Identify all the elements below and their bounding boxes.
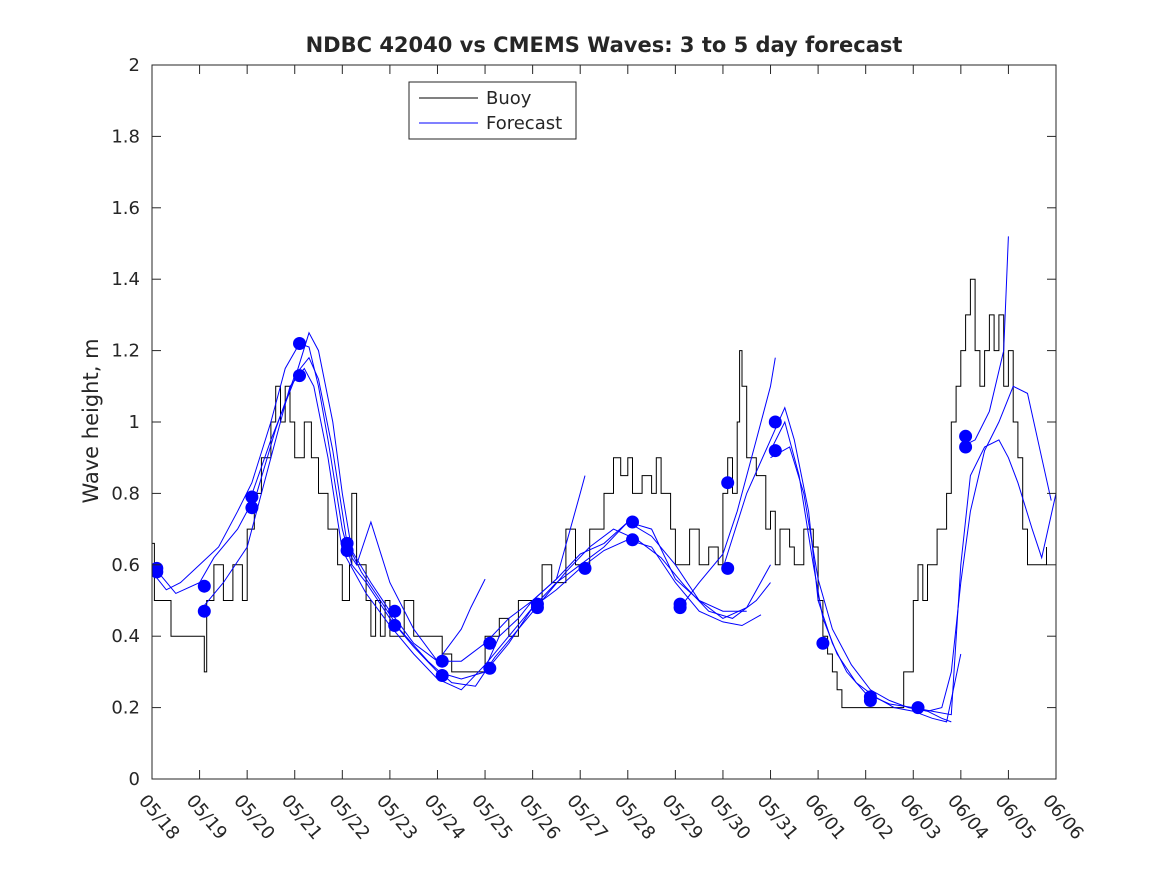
- forecast-marker-12: [388, 619, 402, 632]
- forecast-line-9: [770, 420, 962, 723]
- forecast-marker-4: [197, 604, 211, 618]
- x-tick-label: 05/28: [610, 791, 659, 844]
- y-axis-label: Wave height, m: [79, 338, 103, 503]
- x-tick-label: 05/19: [182, 791, 231, 844]
- x-tick-label: 05/27: [562, 791, 611, 844]
- forecast-marker-11: [388, 604, 402, 618]
- x-tick-label: 06/02: [848, 791, 897, 844]
- x-tick-label: 05/25: [467, 791, 516, 844]
- legend: Buoy Forecast: [408, 81, 577, 140]
- forecast-marker-13: [435, 654, 449, 668]
- y-tick-label: 0.2: [111, 698, 140, 719]
- forecast-marker-7: [293, 337, 306, 350]
- x-tick-label: 06/01: [800, 791, 849, 844]
- legend-forecast-label: Forecast: [486, 113, 562, 134]
- x-tick-label: 05/29: [658, 791, 707, 844]
- x-tick-label: 05/26: [515, 791, 564, 844]
- legend-buoy-label: Buoy: [486, 88, 532, 109]
- y-tick-label: 1.2: [111, 341, 140, 362]
- forecast-marker-31: [911, 701, 925, 715]
- legend-box: [408, 81, 577, 140]
- x-tick-label: 06/06: [1038, 791, 1087, 844]
- forecast-marker-28: [816, 636, 830, 650]
- buoy-series-line: [152, 278, 1047, 709]
- x-tick-label: 05/20: [229, 791, 278, 844]
- x-tick-label: 05/23: [372, 791, 421, 844]
- y-tick-label: 1.6: [111, 198, 140, 219]
- forecast-line-6: [484, 521, 747, 669]
- forecast-marker-16: [483, 661, 497, 675]
- x-tick-label: 05/22: [324, 791, 373, 844]
- forecast-marker-10: [340, 544, 354, 557]
- x-tick-label: 05/24: [420, 791, 469, 844]
- forecast-line-2: [152, 356, 771, 687]
- forecast-line-11: [913, 439, 1056, 716]
- axes: 05/1805/1905/2005/2105/2205/2305/2405/25…: [111, 55, 1087, 844]
- forecast-line-12: [960, 236, 1009, 448]
- forecast-marker-33: [959, 440, 973, 454]
- forecast-marker-15: [483, 636, 497, 650]
- forecast-marker-26: [768, 415, 782, 429]
- forecast-marker-8: [293, 369, 306, 383]
- axes-box: [151, 64, 1057, 780]
- forecast-marker-27: [768, 444, 782, 458]
- forecast-marker-14: [435, 669, 449, 682]
- forecast-line-5: [341, 520, 486, 663]
- x-tick-label: 06/03: [895, 791, 944, 844]
- x-tick-label: 05/31: [753, 791, 802, 844]
- forecast-marker-30: [863, 694, 877, 707]
- y-tick-label: 1.4: [111, 269, 140, 290]
- x-tick-label: 06/05: [991, 791, 1040, 844]
- y-tick-label: 0: [129, 769, 140, 790]
- y-tick-label: 0.6: [111, 555, 140, 576]
- x-tick-label: 05/18: [134, 791, 183, 844]
- forecast-marker-32: [959, 429, 973, 443]
- forecast-marker-3: [197, 579, 211, 593]
- forecast-marker-6: [245, 501, 259, 515]
- forecast-line-7: [679, 357, 776, 608]
- forecast-marker-5: [245, 490, 259, 504]
- y-tick-label: 0.4: [111, 626, 140, 647]
- x-tick-label: 05/30: [705, 791, 754, 844]
- y-tick-label: 0.8: [111, 483, 140, 504]
- plot-area: [152, 236, 1056, 723]
- x-tick-label: 05/21: [277, 791, 326, 844]
- forecast-marker-21: [626, 533, 639, 547]
- forecast-marker-20: [626, 515, 639, 529]
- forecast-marker-2: [152, 565, 164, 579]
- y-tick-label: 2: [129, 55, 140, 76]
- forecast-line-10: [770, 385, 1052, 712]
- forecast-marker-19: [578, 561, 592, 575]
- y-tick-label: 1: [129, 412, 140, 433]
- forecast-marker-25: [721, 561, 735, 575]
- chart-title: NDBC 42040 vs CMEMS Waves: 3 to 5 day fo…: [306, 33, 903, 57]
- forecast-line-1: [152, 342, 771, 680]
- y-tick-label: 1.8: [111, 126, 140, 147]
- forecast-marker-23: [673, 601, 687, 615]
- forecast-marker-24: [721, 476, 735, 490]
- forecast-line-3: [199, 367, 762, 691]
- forecast-marker-18: [530, 601, 544, 615]
- x-tick-label: 06/04: [943, 791, 992, 844]
